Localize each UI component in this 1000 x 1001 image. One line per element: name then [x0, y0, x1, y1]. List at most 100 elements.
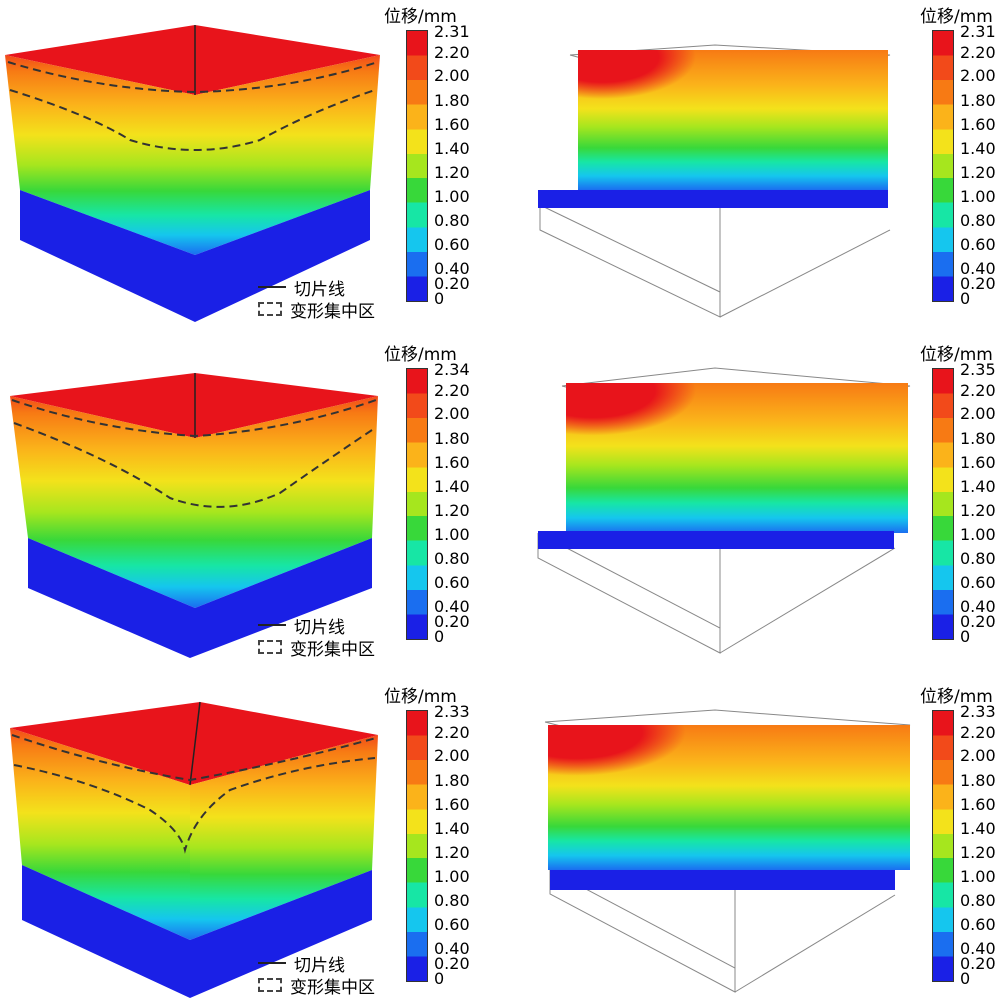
colorbar-tick: 1.00	[960, 867, 996, 886]
colorbar-tick: 2.31	[960, 22, 996, 41]
colorbar-tick: 0	[960, 969, 971, 988]
colorbar-tick: 1.60	[960, 795, 996, 814]
panel-row3-left: 位移/mm 2.33 2.20 2.00 1.80 1.60 1.40 1.20…	[0, 680, 500, 1001]
colorbar-tick: 0.60	[960, 573, 996, 592]
colorbar-tick: 1.40	[434, 139, 470, 158]
legend: 切片线 变形集中区	[258, 276, 375, 322]
legend: 切片线 变形集中区	[258, 952, 375, 998]
colorbar-tick: 1.40	[960, 477, 996, 496]
legend-slice-line: 切片线	[294, 955, 345, 976]
colorbar-tick: 0.40	[434, 259, 470, 278]
colorbar-tick: 1.40	[434, 819, 470, 838]
colorbar-tick: 0	[434, 627, 445, 646]
colorbar	[406, 710, 428, 982]
contour-block-3d	[10, 701, 378, 998]
deformation-zone-swatch	[258, 978, 282, 992]
colorbar-tick: 1.00	[434, 187, 470, 206]
colorbar-tick: 2.20	[960, 723, 996, 742]
colorbar-tick: 2.00	[960, 66, 996, 85]
colorbar-tick: 0.20	[960, 274, 996, 293]
colorbar-tick: 0.40	[434, 939, 470, 958]
deformation-zone-swatch	[258, 640, 282, 654]
colorbar-tick: 1.20	[434, 843, 470, 862]
contour-block-3d	[10, 373, 378, 658]
colorbar-tick: 0.20	[434, 274, 470, 293]
colorbar-tick: 1.80	[434, 771, 470, 790]
colorbar-tick: 1.00	[434, 525, 470, 544]
colorbar-tick: 1.80	[960, 771, 996, 790]
colorbar-tick: 1.40	[960, 819, 996, 838]
colorbar-tick: 0.60	[434, 235, 470, 254]
colorbar	[406, 30, 428, 302]
panel-row2-right: 位移/mm 2.35 2.20 2.00 1.80 1.60 1.40 1.20…	[500, 338, 1000, 668]
colorbar-tick: 2.00	[960, 746, 996, 765]
legend-deformation-zone: 变形集中区	[290, 639, 375, 660]
colorbar-tick: 1.20	[960, 163, 996, 182]
colorbar-tick: 1.00	[434, 867, 470, 886]
colorbar-tick: 2.34	[434, 360, 470, 379]
colorbar-tick: 0.20	[434, 612, 470, 631]
colorbar-tick: 0.60	[434, 915, 470, 934]
colorbar-tick: 0.40	[960, 259, 996, 278]
colorbar-tick: 2.20	[434, 381, 470, 400]
colorbar-tick: 0.80	[960, 211, 996, 230]
slice-line-swatch	[258, 962, 286, 964]
colorbar-tick: 0.20	[960, 612, 996, 631]
colorbar-title: 位移/mm	[920, 345, 993, 365]
colorbar-tick: 2.00	[960, 404, 996, 423]
panel-row1-right: 位移/mm 2.31 2.20 2.00 1.80 1.60 1.40 1.20…	[500, 0, 1000, 330]
colorbar-tick: 0.80	[434, 549, 470, 568]
colorbar-tick: 2.00	[434, 746, 470, 765]
contour-slice-3d	[544, 709, 911, 993]
legend-deformation-zone: 变形集中区	[290, 301, 375, 322]
colorbar-tick: 1.40	[434, 477, 470, 496]
colorbar-tick: 1.80	[960, 429, 996, 448]
colorbar-title: 位移/mm	[384, 7, 457, 27]
colorbar-tick: 2.20	[960, 43, 996, 62]
contour-block-3d	[5, 25, 380, 322]
colorbar-title: 位移/mm	[384, 345, 457, 365]
colorbar-tick: 2.35	[960, 360, 996, 379]
legend-slice-line: 切片线	[294, 617, 345, 638]
colorbar-tick: 1.20	[960, 843, 996, 862]
colorbar-tick: 2.00	[434, 404, 470, 423]
colorbar-tick: 2.00	[434, 66, 470, 85]
colorbar-tick: 2.33	[960, 702, 996, 721]
colorbar-tick: 1.20	[434, 501, 470, 520]
colorbar-tick: 1.00	[960, 525, 996, 544]
colorbar-tick: 1.20	[434, 163, 470, 182]
colorbar	[932, 30, 954, 302]
colorbar-tick: 2.31	[434, 22, 470, 41]
legend-slice-line: 切片线	[294, 279, 345, 300]
legend-deformation-zone: 变形集中区	[290, 977, 375, 998]
contour-slice-3d	[538, 44, 891, 318]
colorbar	[932, 710, 954, 982]
colorbar-tick: 0.40	[960, 939, 996, 958]
colorbar-tick: 0	[960, 627, 971, 646]
panel-row3-right: 位移/mm 2.33 2.20 2.00 1.80 1.60 1.40 1.20…	[500, 680, 1000, 1001]
colorbar-tick: 0	[434, 969, 445, 988]
colorbar	[932, 368, 954, 640]
colorbar-tick: 0.80	[434, 891, 470, 910]
colorbar-tick: 0.60	[434, 573, 470, 592]
colorbar-tick: 1.80	[960, 91, 996, 110]
colorbar-tick: 2.33	[434, 702, 470, 721]
colorbar-tick: 0.20	[960, 954, 996, 973]
colorbar-title: 位移/mm	[384, 687, 457, 707]
colorbar-tick: 0.60	[960, 915, 996, 934]
colorbar-tick: 0.60	[960, 235, 996, 254]
slice-line-swatch	[258, 286, 286, 288]
colorbar-tick: 1.80	[434, 429, 470, 448]
colorbar-title: 位移/mm	[920, 7, 993, 27]
colorbar-tick: 1.40	[960, 139, 996, 158]
colorbar-tick: 0	[434, 289, 445, 308]
colorbar-tick: 1.20	[960, 501, 996, 520]
colorbar-tick: 1.60	[434, 795, 470, 814]
colorbar-tick: 0.80	[960, 549, 996, 568]
colorbar-tick: 0	[960, 289, 971, 308]
colorbar-tick: 0.80	[434, 211, 470, 230]
colorbar-title: 位移/mm	[920, 687, 993, 707]
colorbar-tick: 1.60	[434, 115, 470, 134]
colorbar-tick: 1.60	[960, 115, 996, 134]
contour-slice-3d	[537, 367, 911, 654]
